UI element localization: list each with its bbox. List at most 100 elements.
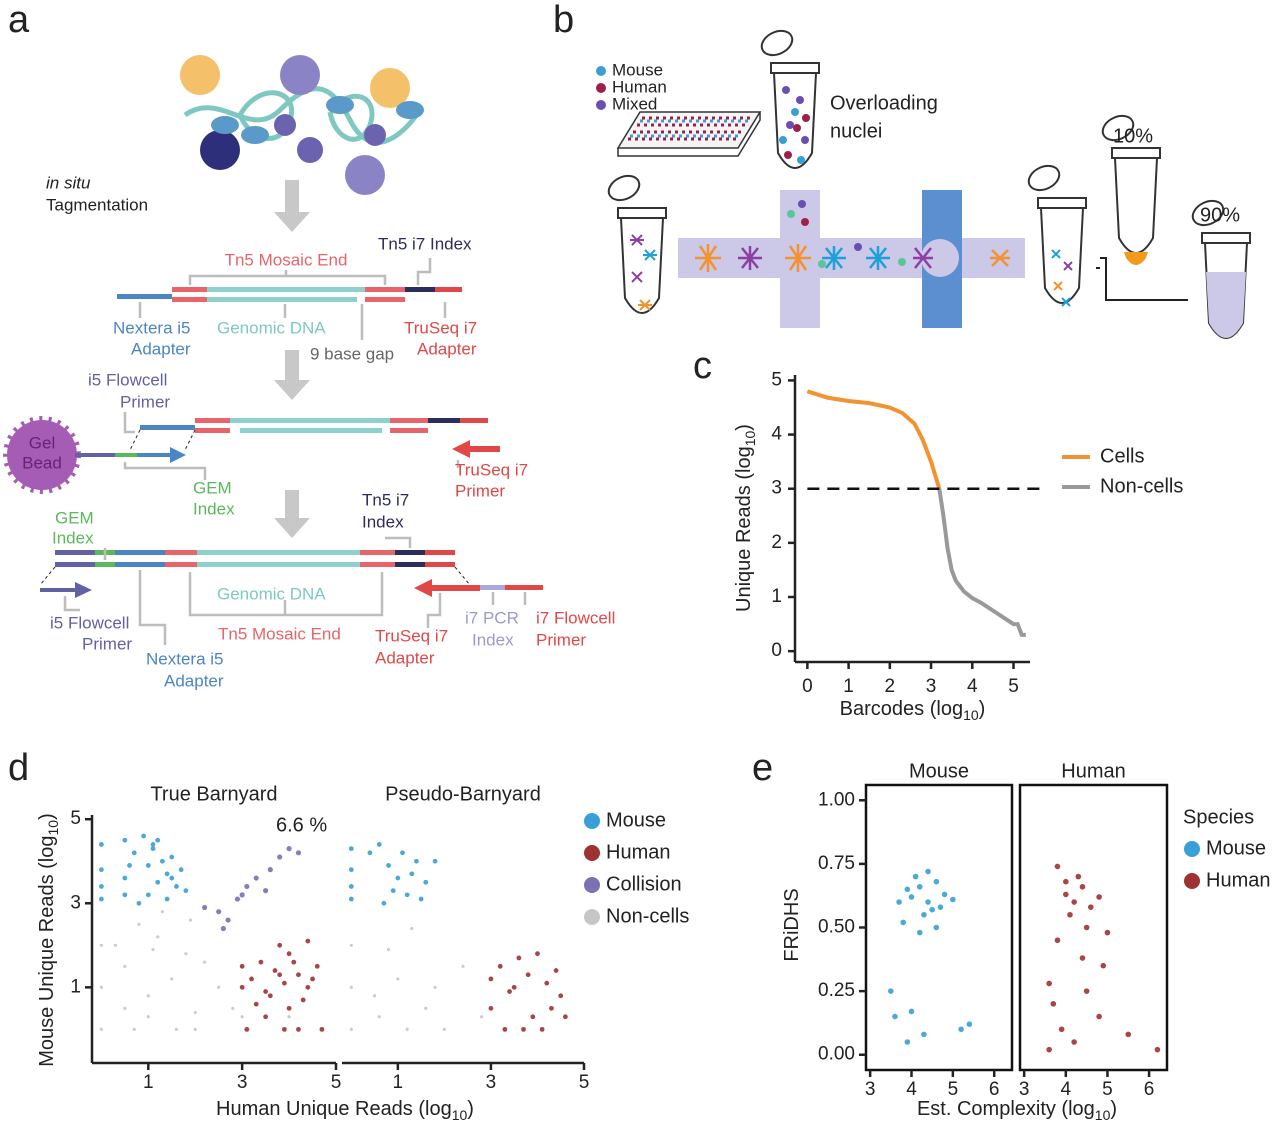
point xyxy=(150,842,156,847)
point xyxy=(404,892,410,898)
point xyxy=(1087,904,1094,910)
point xyxy=(1079,955,1086,961)
point xyxy=(239,892,245,898)
legend-swatch xyxy=(584,813,600,829)
legend-swatch xyxy=(1184,841,1200,857)
point xyxy=(904,1039,911,1045)
point xyxy=(1063,891,1069,898)
point xyxy=(1046,1046,1052,1053)
point xyxy=(281,1026,287,1032)
point xyxy=(1054,863,1061,870)
point xyxy=(305,984,311,990)
point xyxy=(160,910,164,914)
point xyxy=(267,867,273,873)
point xyxy=(1104,929,1111,936)
point xyxy=(461,964,465,968)
adapter-construct xyxy=(117,287,462,302)
point xyxy=(155,837,161,843)
point xyxy=(178,867,184,873)
point xyxy=(239,963,245,969)
point xyxy=(193,1027,197,1031)
point xyxy=(277,972,283,978)
point xyxy=(159,858,165,864)
legend-label: Collision xyxy=(606,873,682,895)
y-tick-label: 2 xyxy=(771,532,782,553)
label: Tn5 Mosaic End xyxy=(225,250,348,269)
label: Index xyxy=(52,528,94,547)
point xyxy=(349,985,353,989)
point xyxy=(150,846,156,852)
y-tick-label: 5 xyxy=(771,369,782,390)
x-tick-label: 4 xyxy=(1061,1079,1072,1100)
axis-label-sub: 10 xyxy=(1095,1107,1111,1123)
point xyxy=(367,850,373,856)
legend-label: Human xyxy=(606,841,670,863)
x-tick-label: 6 xyxy=(989,1079,1000,1100)
point xyxy=(122,892,128,898)
point xyxy=(1067,911,1073,918)
label: Index xyxy=(472,630,514,649)
point xyxy=(146,994,150,998)
x-tick-label: 5 xyxy=(948,1079,959,1100)
x-tick-label: 3 xyxy=(1019,1079,1030,1100)
axis-label-sub: 10 xyxy=(452,1107,468,1123)
point xyxy=(127,863,132,868)
point xyxy=(929,906,935,913)
point xyxy=(386,947,391,952)
x-tick-label: 3 xyxy=(926,676,937,697)
point xyxy=(395,875,401,881)
point xyxy=(349,943,353,947)
label: GEM xyxy=(193,478,232,497)
point xyxy=(272,968,278,973)
x-tick-label: 2 xyxy=(885,676,896,697)
point xyxy=(432,858,438,864)
point xyxy=(497,963,503,969)
panel-letter: c xyxy=(693,345,712,387)
x-tick-label: 4 xyxy=(906,1079,917,1100)
point xyxy=(174,1027,179,1031)
label: GEM xyxy=(55,508,94,527)
axis-label-text: ) xyxy=(733,424,755,431)
point xyxy=(240,1015,244,1019)
point xyxy=(188,918,193,922)
point xyxy=(1096,894,1102,900)
y-tick-label: 0 xyxy=(771,640,782,661)
facet-frame xyxy=(1018,783,1169,1072)
axis-label-text: ) xyxy=(36,813,58,820)
point xyxy=(904,886,911,893)
point xyxy=(295,850,302,856)
x-tick-label: 5 xyxy=(1102,1079,1113,1100)
point xyxy=(958,1026,964,1033)
point xyxy=(132,1027,136,1031)
point xyxy=(286,1005,292,1011)
point xyxy=(99,943,103,947)
label: 10% xyxy=(1113,125,1153,147)
point xyxy=(216,909,222,915)
legend-label: Non-cells xyxy=(1100,475,1183,497)
point xyxy=(155,879,161,885)
legend-label: Mixed xyxy=(612,94,657,113)
point xyxy=(164,896,170,902)
point xyxy=(1100,962,1107,969)
x-tick-label: 4 xyxy=(967,676,978,697)
point xyxy=(386,863,391,868)
point xyxy=(525,972,531,978)
axis-label-text: ) xyxy=(979,698,986,720)
point xyxy=(291,959,297,965)
axis-label-sub: 10 xyxy=(45,820,61,836)
point xyxy=(277,942,283,948)
label: Primer xyxy=(455,481,505,500)
y-tick-label: 0.00 xyxy=(818,1044,855,1065)
axis-label-text: Mouse Unique Reads (log xyxy=(36,836,58,1067)
point xyxy=(225,917,231,923)
y-tick-label: 0.75 xyxy=(818,853,855,874)
point xyxy=(202,904,208,911)
legend-swatch xyxy=(1184,873,1200,889)
point xyxy=(267,993,273,999)
y-tick-label: 0.50 xyxy=(818,917,855,938)
label: Adapter xyxy=(164,671,224,690)
point xyxy=(908,1008,915,1015)
label: TruSeq i7 xyxy=(375,626,448,645)
point xyxy=(941,891,948,898)
